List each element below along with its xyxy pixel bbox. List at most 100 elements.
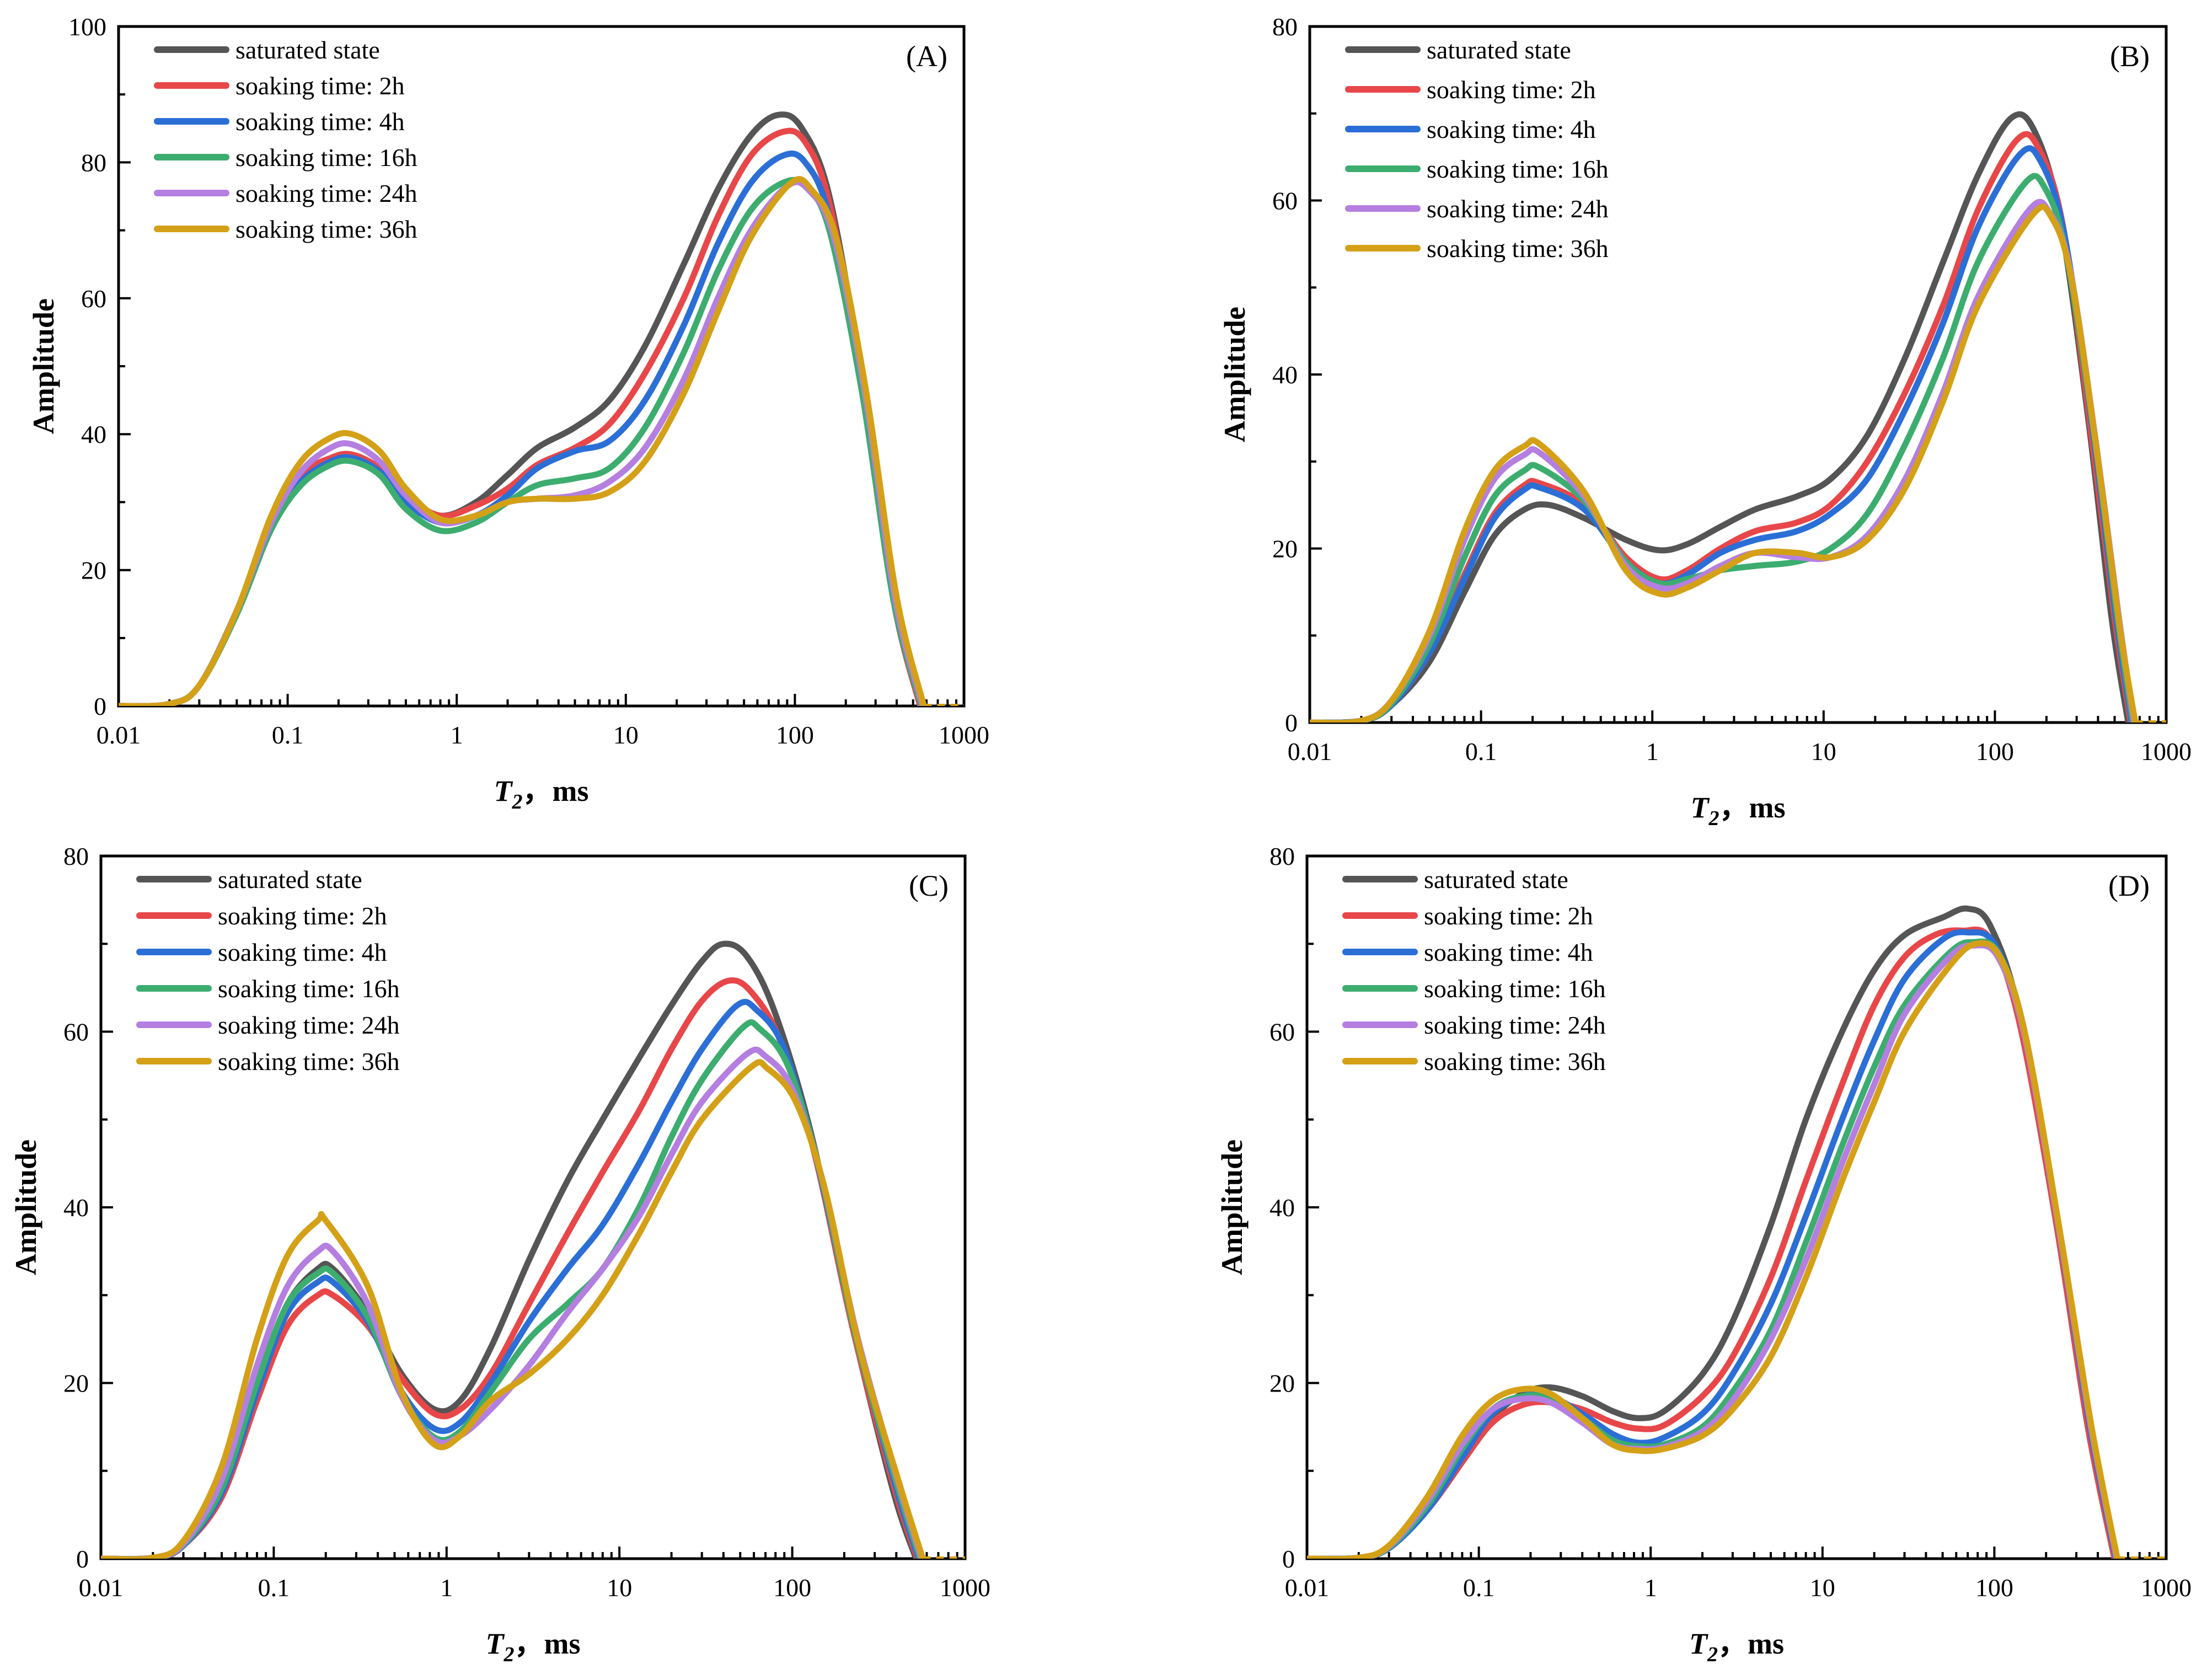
x-tick-label: 10 [1811,737,1836,766]
x-tick-label: 0.1 [272,721,304,749]
legend-label: soaking time: 4h [1427,115,1596,143]
x-tick-label: 1000 [2141,1574,2192,1602]
y-tick-label: 20 [63,1369,89,1398]
y-axis-ticks [101,855,113,1560]
series-line-6 [101,1059,926,1559]
legend-label: soaking time: 16h [235,143,417,172]
x-axis-ticks [100,1547,966,1559]
chart-panel-D: 0.01 0.1 1 10 100 1000 0 20 40 60 80 T2，ms Amplitude… [1215,842,2192,1666]
y-tick-label: 60 [81,285,106,313]
x-axis-ticks [1306,1547,2167,1559]
x-tick-label: 1 [1646,737,1659,766]
x-tick-label: 0.01 [1288,737,1332,766]
panel-tag: (A) [906,40,947,73]
legend-label: soaking time: 24h [1427,195,1609,223]
y-tick-label: 80 [1269,842,1295,870]
y-tick-label: 60 [1269,1018,1295,1046]
series-group [119,111,964,706]
y-tick-label: 0 [94,692,106,720]
legend-label: soaking time: 16h [1424,975,1606,1003]
chart-panel-B: 0.01 0.1 1 10 100 1000 0 20 40 60 80 T2，ms Amplitude… [1218,13,2192,830]
x-tick-label: 0.1 [258,1574,290,1602]
legend-label: soaking time: 36h [1424,1047,1606,1076]
series-line-5 [119,179,926,706]
legend-label: soaking time: 16h [218,975,400,1003]
y-tick-label: 60 [1272,187,1298,215]
legend-label: saturated state [218,865,362,893]
legend-label: saturated state [1427,36,1571,64]
legend-label: soaking time: 2h [1427,76,1596,104]
y-tick-label: 40 [63,1194,89,1222]
x-axis-ticks [1309,710,2167,723]
legend-label: saturated state [235,36,380,64]
legend-label: soaking time: 24h [235,179,417,207]
x-tick-label: 10 [1810,1574,1835,1602]
y-axis-ticks [119,25,131,707]
legend-label: soaking time: 16h [1427,155,1609,183]
x-tick-label: 0.01 [97,721,141,749]
y-tick-label: 40 [1272,361,1298,389]
x-tick-label: 1000 [940,1574,990,1602]
x-tick-label: 0.1 [1463,1574,1495,1602]
series-line-4 [119,176,925,706]
y-axis-label: Amplitude [1215,1139,1249,1275]
series-line-6 [1310,204,2139,723]
y-axis-label: Amplitude [27,298,60,434]
x-tick-label: 100 [1975,1574,2013,1602]
x-tick-label: 10 [613,721,639,749]
y-tick-label: 100 [68,13,106,41]
y-tick-label: 80 [63,842,89,870]
x-tick-label: 0.01 [79,1574,124,1602]
legend-label: saturated state [1424,865,1568,893]
x-tick-label: 0.1 [1465,737,1497,766]
legend-label: soaking time: 36h [235,215,417,243]
y-axis-ticks [1307,855,1319,1560]
x-tick-label: 1000 [2141,737,2192,766]
x-axis-label: T2，ms [494,774,589,814]
legend-label: soaking time: 24h [1424,1011,1606,1039]
legend-label: soaking time: 2h [218,902,387,930]
x-tick-label: 0.01 [1285,1574,1330,1602]
x-tick-label: 10 [607,1574,632,1602]
y-tick-label: 0 [76,1545,89,1573]
chart-panel-C: 0.01 0.1 1 10 100 1000 0 20 40 60 80 T2，ms Amplitude… [9,842,990,1666]
series-line-1 [1307,905,2118,1559]
y-axis-label: Amplitude [9,1139,42,1275]
series-group [101,940,965,1559]
x-tick-label: 1 [440,1574,453,1602]
legend: saturated state soaking time: 2h soaking t… [1342,865,1606,1076]
y-tick-label: 80 [1272,13,1298,41]
y-tick-label: 20 [1272,535,1298,563]
x-tick-label: 100 [776,721,814,749]
series-line-6 [1307,940,2120,1559]
legend-label: soaking time: 24h [218,1011,400,1039]
chart-panel-A: 0.01 0.1 1 10 100 1000 0 20 40 60 80 100 T2，ms Amplit… [27,13,989,814]
series-group [1307,905,2166,1559]
y-tick-label: 60 [63,1018,89,1046]
x-axis-label: T2，ms [1691,791,1786,830]
y-tick-label: 20 [1269,1369,1295,1398]
panel-tag: (D) [2108,869,2150,902]
x-tick-label: 100 [1976,737,2014,766]
x-tick-label: 1 [451,721,463,749]
x-tick-label: 1000 [939,721,989,749]
panel-tag: (C) [909,869,949,902]
legend-label: soaking time: 4h [218,938,387,966]
legend: saturated state soaking time: 2h soaking t… [136,865,400,1076]
x-axis-ticks [117,694,965,706]
y-tick-label: 40 [1269,1194,1295,1222]
x-axis-label: T2，ms [1689,1627,1784,1666]
series-line-6 [119,176,927,706]
y-axis-ticks [1310,25,1322,724]
legend-label: soaking time: 4h [1424,938,1593,966]
y-tick-label: 40 [81,420,106,448]
legend-label: soaking time: 36h [1427,234,1609,263]
x-tick-label: 1 [1644,1574,1657,1602]
legend-label: soaking time: 36h [218,1047,400,1076]
panel-tag: (B) [2110,40,2150,73]
y-tick-label: 20 [81,557,106,585]
y-tick-label: 0 [1285,709,1298,737]
legend-label: soaking time: 2h [1424,902,1593,930]
x-tick-label: 100 [773,1574,811,1602]
